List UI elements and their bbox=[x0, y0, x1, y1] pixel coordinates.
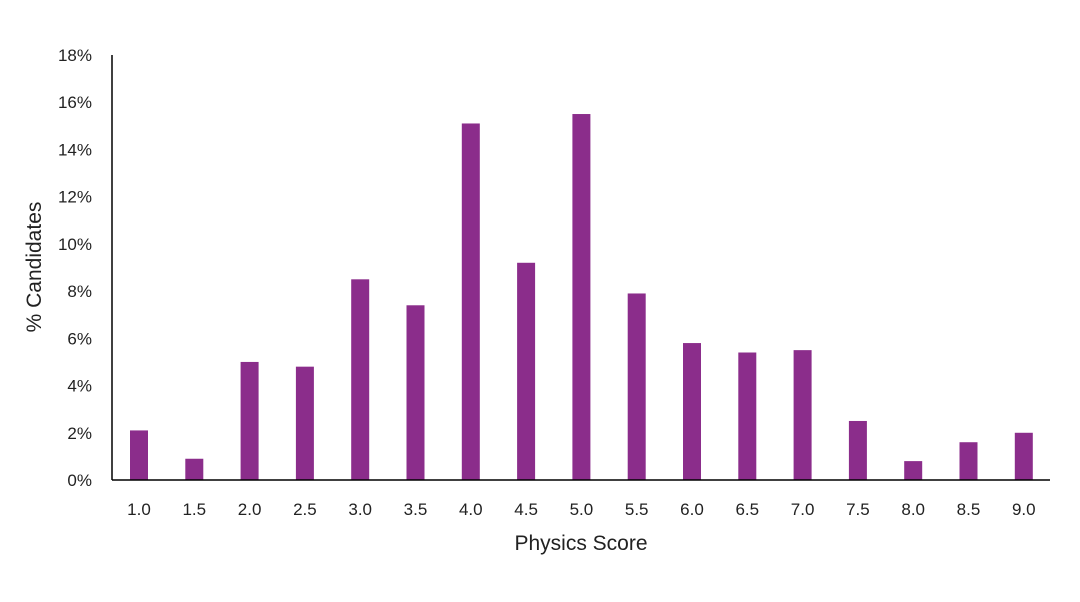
bar-5.5 bbox=[627, 293, 646, 480]
y-tick-label: 0% bbox=[67, 471, 92, 490]
bar-1.5 bbox=[185, 458, 204, 480]
y-tick-label: 14% bbox=[58, 140, 92, 159]
y-tick-label: 8% bbox=[67, 282, 92, 301]
y-tick-label: 12% bbox=[58, 188, 92, 207]
x-tick-label: 6.5 bbox=[735, 500, 759, 519]
bar-7.5 bbox=[848, 420, 867, 480]
x-tick-label: 9.0 bbox=[1012, 500, 1036, 519]
bar-6.5 bbox=[738, 352, 757, 480]
bar-6.0 bbox=[683, 343, 701, 480]
x-axis-title: Physics Score bbox=[514, 532, 647, 555]
bar-1.0 bbox=[130, 430, 148, 480]
x-tick-label: 8.5 bbox=[957, 500, 981, 519]
x-tick-label: 1.5 bbox=[182, 500, 206, 519]
x-tick-label: 2.5 bbox=[293, 500, 317, 519]
bar-3.0 bbox=[351, 279, 370, 480]
x-tick-label: 8.0 bbox=[901, 500, 925, 519]
y-tick-label: 2% bbox=[67, 424, 92, 443]
x-tick-label: 7.0 bbox=[791, 500, 815, 519]
x-tick-label: 3.5 bbox=[404, 500, 428, 519]
bar-2.5 bbox=[295, 366, 314, 480]
y-tick-label: 4% bbox=[67, 377, 92, 396]
y-axis-title: % Candidates bbox=[23, 202, 46, 333]
x-tick-label: 3.0 bbox=[348, 500, 372, 519]
bar-4.0 bbox=[461, 123, 480, 480]
x-tick-label: 1.0 bbox=[127, 500, 151, 519]
x-tick-label: 6.0 bbox=[680, 500, 704, 519]
y-tick-label: 18% bbox=[58, 46, 92, 65]
bar-9.0 bbox=[1014, 432, 1033, 480]
y-tick-label: 16% bbox=[58, 93, 92, 112]
x-tick-label: 2.0 bbox=[238, 500, 262, 519]
bar-2.0 bbox=[240, 361, 259, 480]
x-tick-label: 5.5 bbox=[625, 500, 649, 519]
y-tick-labels: 0% 2% 4% 6% 8% 10% 12% 14% 16% 18% bbox=[58, 46, 92, 490]
x-tick-labels: 1.0 1.5 2.0 2.5 3.0 3.5 4.0 4.5 5.0 5.5 6.0 6.5 7.0 7… bbox=[127, 500, 1035, 519]
bar-4.5 bbox=[517, 262, 536, 480]
bar-5.0 bbox=[572, 114, 591, 480]
y-tick-label: 10% bbox=[58, 235, 92, 254]
bar-7.0 bbox=[793, 350, 812, 480]
x-tick-label: 4.5 bbox=[514, 500, 538, 519]
y-tick-label: 6% bbox=[67, 329, 92, 348]
bar-8.5 bbox=[959, 442, 978, 480]
x-tick-label: 4.0 bbox=[459, 500, 483, 519]
bar-8.0 bbox=[904, 461, 923, 480]
bar-3.5 bbox=[406, 305, 425, 480]
x-tick-label: 5.0 bbox=[570, 500, 594, 519]
x-tick-label: 7.5 bbox=[846, 500, 870, 519]
bars-group bbox=[130, 114, 1033, 480]
